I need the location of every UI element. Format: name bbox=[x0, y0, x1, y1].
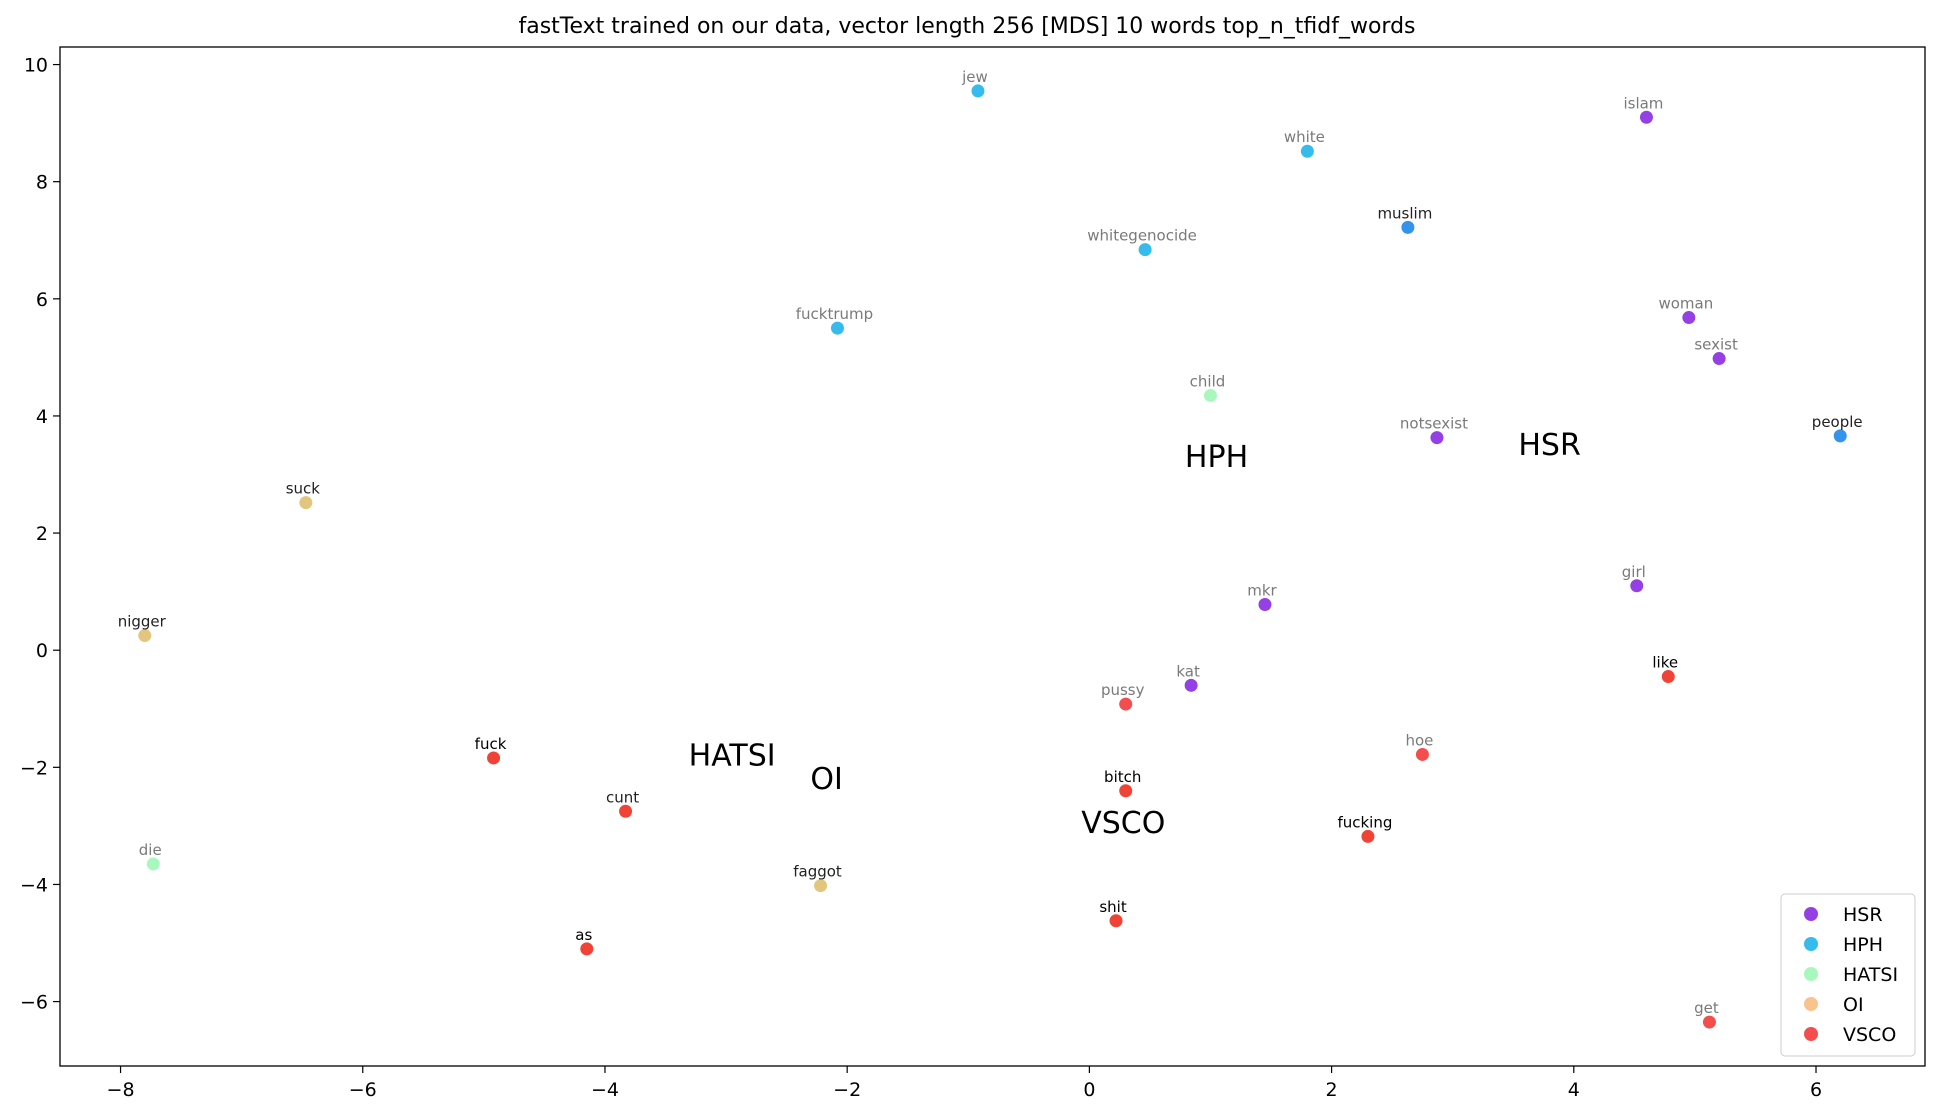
cluster-label: OI bbox=[810, 762, 842, 797]
data-point bbox=[1361, 829, 1375, 843]
point-label: sexist bbox=[1694, 336, 1738, 354]
data-point bbox=[1258, 598, 1272, 612]
plot-area bbox=[59, 46, 1926, 1067]
point-label: die bbox=[139, 841, 162, 859]
data-point bbox=[1184, 678, 1198, 692]
y-tick-label: −4 bbox=[20, 874, 48, 896]
point-label: whitegenocide bbox=[1087, 227, 1197, 245]
cluster-labels: HPH HSR HATSI OI VSCO bbox=[689, 428, 1581, 841]
point-label: cunt bbox=[606, 788, 639, 806]
legend-label: HPH bbox=[1843, 934, 1883, 956]
data-point bbox=[1415, 747, 1429, 761]
data-point bbox=[971, 84, 985, 98]
point-label: muslim bbox=[1377, 204, 1432, 222]
point-label: suck bbox=[286, 480, 321, 498]
y-tick-label: −6 bbox=[20, 992, 48, 1014]
data-point bbox=[1119, 697, 1133, 711]
legend-box bbox=[1780, 893, 1916, 1057]
legend: HSR HPH HATSI OI VSCO bbox=[1780, 893, 1916, 1057]
x-tick-label: −4 bbox=[591, 1079, 619, 1101]
point-label: fucktrump bbox=[796, 305, 873, 323]
point-label: child bbox=[1190, 372, 1226, 390]
x-tick-label: 6 bbox=[1810, 1079, 1822, 1101]
data-point bbox=[619, 804, 633, 818]
data-point bbox=[146, 857, 160, 871]
axis-ticks: −8 −6 −4 −2 0 2 4 6 −6 −4 −2 0 2 4 6 8 10 bbox=[20, 55, 1822, 1101]
data-point bbox=[830, 321, 844, 335]
data-point bbox=[1138, 243, 1152, 257]
y-tick-label: 2 bbox=[36, 523, 48, 545]
point-label: jew bbox=[961, 68, 988, 86]
data-points: islam woman sexist notsexist girl mkr kat jew wh… bbox=[118, 68, 1863, 1029]
data-point bbox=[1203, 388, 1217, 402]
data-point bbox=[814, 879, 828, 893]
chart-title: fastText trained on our data, vector len… bbox=[518, 14, 1415, 39]
data-point bbox=[138, 629, 152, 643]
legend-marker bbox=[1804, 907, 1818, 921]
x-tick-label: 0 bbox=[1083, 1079, 1095, 1101]
legend-label: OI bbox=[1843, 994, 1864, 1016]
data-point bbox=[487, 751, 501, 765]
data-point bbox=[1119, 784, 1133, 798]
cluster-label: VSCO bbox=[1081, 806, 1165, 841]
legend-marker bbox=[1804, 997, 1818, 1011]
data-point bbox=[1300, 144, 1314, 158]
point-label: like bbox=[1652, 654, 1678, 672]
data-point bbox=[299, 496, 313, 510]
data-point bbox=[1401, 220, 1415, 234]
legend-label: HSR bbox=[1843, 904, 1883, 926]
point-label: faggot bbox=[793, 863, 842, 881]
data-point bbox=[1630, 579, 1644, 593]
y-tick-label: 6 bbox=[36, 289, 48, 311]
cluster-label: HATSI bbox=[689, 739, 776, 774]
data-point bbox=[1430, 431, 1444, 445]
y-tick-label: 10 bbox=[24, 55, 48, 77]
x-tick-label: 4 bbox=[1568, 1079, 1580, 1101]
point-label: kat bbox=[1176, 662, 1200, 680]
point-label: fucking bbox=[1337, 813, 1392, 831]
data-point bbox=[580, 942, 594, 956]
point-label: mkr bbox=[1247, 582, 1277, 600]
point-label: girl bbox=[1622, 563, 1646, 581]
data-point bbox=[1833, 429, 1847, 443]
data-point bbox=[1639, 110, 1653, 124]
data-point bbox=[1109, 914, 1123, 928]
cluster-label: HPH bbox=[1185, 440, 1248, 475]
x-tick-label: −8 bbox=[107, 1079, 135, 1101]
x-tick-label: 2 bbox=[1326, 1079, 1338, 1101]
y-tick-label: 4 bbox=[36, 406, 48, 428]
x-tick-label: −6 bbox=[349, 1079, 377, 1101]
point-label: shit bbox=[1099, 898, 1126, 916]
point-label: as bbox=[575, 926, 592, 944]
legend-marker bbox=[1804, 937, 1818, 951]
point-label: nigger bbox=[118, 613, 167, 631]
y-tick-label: −2 bbox=[20, 757, 48, 779]
data-point bbox=[1712, 352, 1726, 366]
point-label: fuck bbox=[475, 735, 507, 753]
point-label: pussy bbox=[1101, 681, 1145, 699]
y-tick-label: 8 bbox=[36, 172, 48, 194]
data-point bbox=[1682, 311, 1696, 325]
legend-marker bbox=[1804, 967, 1818, 981]
data-point bbox=[1702, 1015, 1716, 1029]
legend-marker bbox=[1804, 1027, 1818, 1041]
data-point bbox=[1661, 670, 1675, 684]
point-label: bitch bbox=[1104, 768, 1141, 786]
point-label: white bbox=[1284, 128, 1325, 146]
y-tick-label: 0 bbox=[36, 640, 48, 662]
point-label: islam bbox=[1623, 94, 1663, 112]
x-tick-label: −2 bbox=[833, 1079, 861, 1101]
cluster-label: HSR bbox=[1518, 428, 1580, 463]
point-label: get bbox=[1694, 999, 1719, 1017]
point-label: notsexist bbox=[1400, 415, 1468, 433]
point-label: people bbox=[1812, 413, 1863, 431]
point-label: hoe bbox=[1405, 731, 1433, 749]
legend-label: VSCO bbox=[1843, 1024, 1896, 1046]
legend-label: HATSI bbox=[1843, 964, 1898, 986]
point-label: woman bbox=[1658, 295, 1713, 313]
